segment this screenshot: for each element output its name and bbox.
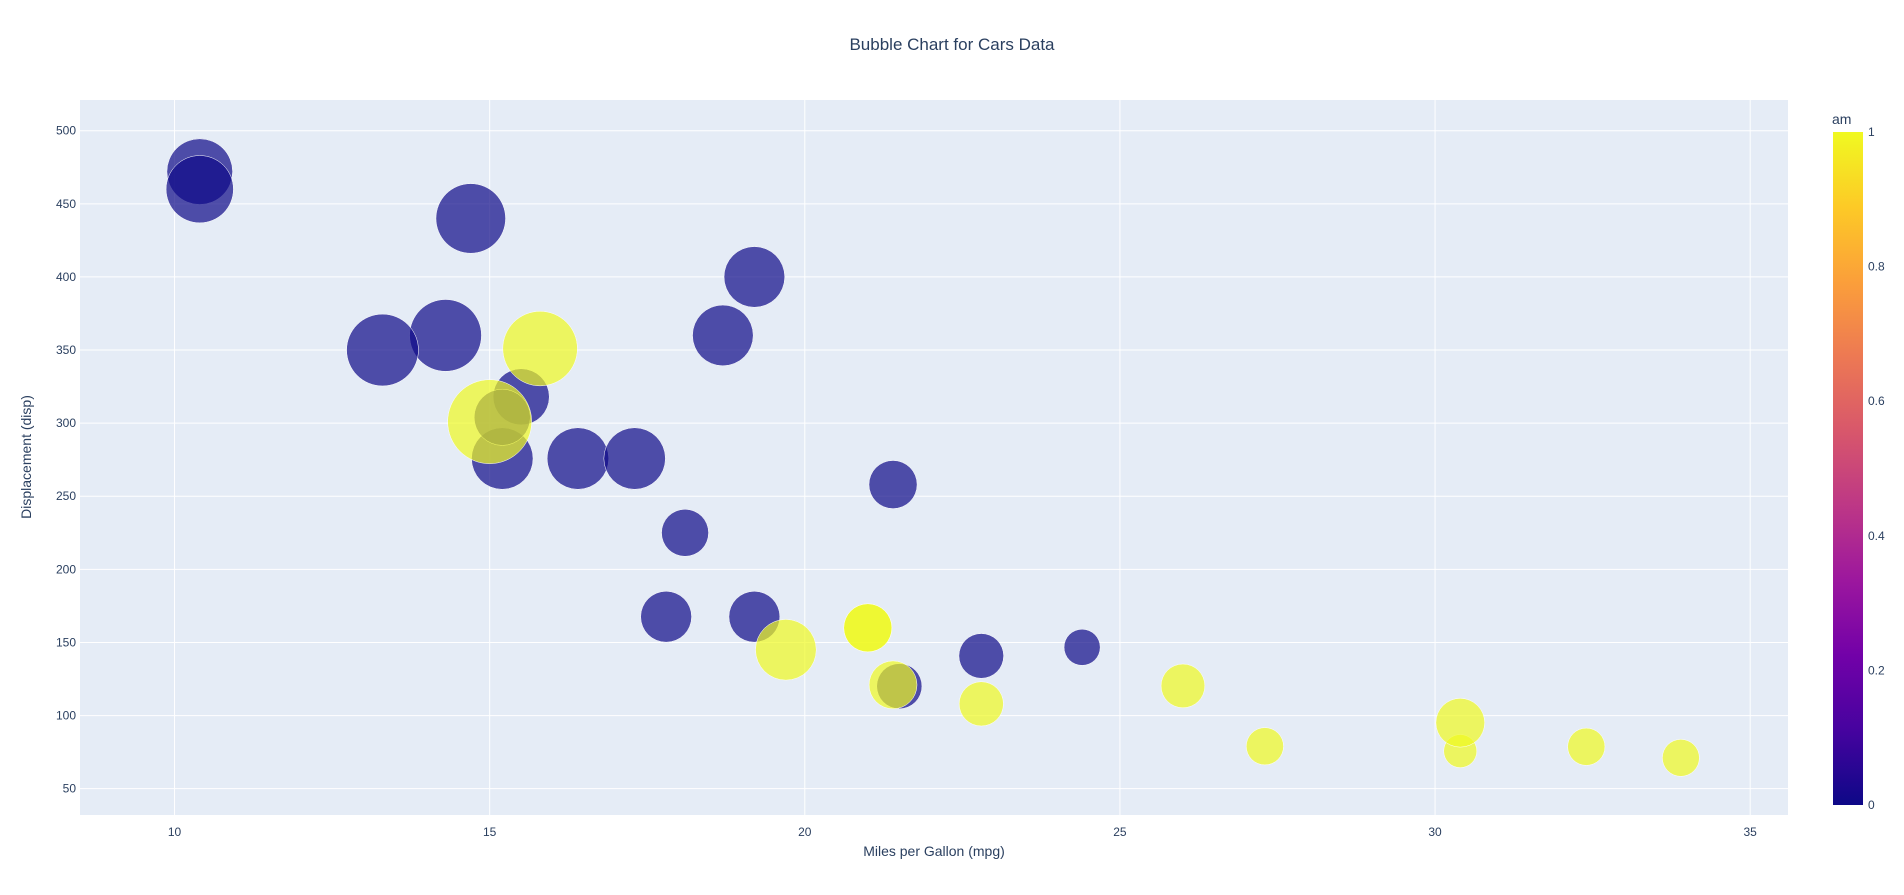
y-tick-label: 50 xyxy=(63,782,77,796)
bubble-series xyxy=(165,138,1700,777)
colorbar-tick: 0 xyxy=(1868,798,1875,812)
colorbar-tick: 1 xyxy=(1868,125,1875,139)
bubble-point[interactable] xyxy=(435,183,506,254)
colorbar: am 0 0.2 0.4 0.6 0.8 1 xyxy=(1832,111,1885,812)
bubble-point[interactable] xyxy=(409,299,482,372)
x-axis-label: Miles per Gallon (mpg) xyxy=(863,843,1005,859)
bubble-point[interactable] xyxy=(502,311,578,387)
y-tick-label: 100 xyxy=(56,709,76,723)
bubble-point[interactable] xyxy=(346,313,419,387)
colorbar-title: am xyxy=(1832,111,1851,127)
bubble-point[interactable] xyxy=(1567,727,1606,766)
chart-title: Bubble Chart for Cars Data xyxy=(849,35,1055,54)
bubble-point[interactable] xyxy=(661,509,709,557)
y-tick-label: 500 xyxy=(56,124,76,138)
bubble-point[interactable] xyxy=(723,246,785,308)
x-tick-label: 20 xyxy=(798,825,812,839)
y-tick-label: 250 xyxy=(56,489,76,503)
y-axis-label: Displacement (disp) xyxy=(18,395,34,519)
bubble-point[interactable] xyxy=(165,155,234,224)
x-tick-label: 10 xyxy=(168,825,182,839)
bubble-point[interactable] xyxy=(692,304,754,367)
bubble-point[interactable] xyxy=(447,379,532,464)
bubble-point[interactable] xyxy=(603,427,666,490)
plot-area xyxy=(80,100,1788,815)
bubble-point[interactable] xyxy=(868,460,918,509)
bubble-point[interactable] xyxy=(1063,628,1101,666)
y-tick-label: 300 xyxy=(56,416,76,430)
bubble-point[interactable] xyxy=(1160,663,1206,709)
bubble-point[interactable] xyxy=(1245,727,1284,766)
bubble-point[interactable] xyxy=(1662,739,1700,777)
grid-lines xyxy=(80,100,1788,815)
x-tick-label: 35 xyxy=(1744,825,1758,839)
bubble-point[interactable] xyxy=(546,427,609,490)
bubble-point[interactable] xyxy=(755,619,817,681)
y-tick-label: 150 xyxy=(56,635,76,649)
x-tick-label: 30 xyxy=(1428,825,1442,839)
y-tick-label: 400 xyxy=(56,270,76,284)
x-tick-label: 15 xyxy=(483,825,497,839)
bubble-point[interactable] xyxy=(843,603,893,653)
axis-tick-labels: 10 15 20 25 30 35 50 100 150 200 250 300 350 400 450 50… xyxy=(56,124,1757,839)
colorbar-tick: 0.4 xyxy=(1868,529,1885,543)
bubble-point[interactable] xyxy=(958,681,1004,727)
x-tick-label: 25 xyxy=(1113,825,1127,839)
bubble-point[interactable] xyxy=(868,660,918,710)
colorbar-tick-labels: 0 0.2 0.4 0.6 0.8 1 xyxy=(1868,125,1885,812)
colorbar-gradient xyxy=(1833,132,1863,805)
y-tick-label: 350 xyxy=(56,343,76,357)
colorbar-tick: 0.8 xyxy=(1868,260,1885,274)
colorbar-tick: 0.6 xyxy=(1868,394,1885,408)
y-tick-label: 450 xyxy=(56,197,76,211)
bubble-point[interactable] xyxy=(640,591,692,643)
y-tick-label: 200 xyxy=(56,562,76,576)
colorbar-tick: 0.2 xyxy=(1868,663,1885,677)
bubble-point[interactable] xyxy=(1435,698,1485,748)
bubble-point[interactable] xyxy=(958,633,1004,679)
